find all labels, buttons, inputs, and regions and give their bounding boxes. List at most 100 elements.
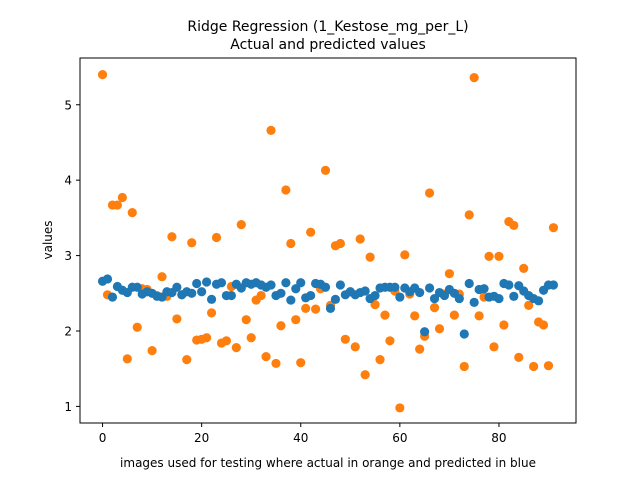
predicted-point-45 (320, 282, 331, 292)
chart-subtitle: Actual and predicted values (230, 37, 426, 53)
actual-point-58 (385, 336, 395, 346)
data-points (97, 69, 559, 413)
predicted-point-59 (390, 282, 400, 292)
actual-point-32 (256, 290, 266, 301)
y-tick-label-4: 4 (64, 174, 72, 188)
predicted-point-77 (479, 284, 489, 294)
actual-point-76 (474, 311, 484, 321)
actual-point-4 (117, 192, 127, 203)
actual-point-75 (469, 73, 479, 83)
y-tick-label-2: 2 (64, 324, 72, 338)
actual-point-63 (410, 311, 420, 321)
actual-point-71 (449, 310, 459, 320)
predicted-point-37 (281, 278, 291, 288)
actual-point-29 (241, 315, 251, 325)
actual-point-18 (187, 238, 197, 248)
actual-point-49 (340, 334, 350, 344)
x-tick-label-0: 0 (99, 431, 107, 445)
actual-point-41 (301, 303, 311, 313)
predicted-point-20 (197, 287, 207, 297)
x-tick-label-20: 20 (194, 431, 209, 445)
actual-point-33 (261, 352, 271, 362)
actual-point-12 (157, 272, 167, 282)
predicted-point-55 (370, 290, 380, 301)
actual-point-52 (355, 234, 365, 244)
actual-point-81 (499, 320, 509, 330)
actual-point-0 (97, 69, 108, 80)
x-axis-label: images used for testing where actual in … (120, 456, 536, 470)
actual-point-22 (206, 308, 217, 318)
actual-point-39 (291, 315, 301, 325)
actual-point-60 (395, 403, 405, 413)
actual-point-3 (112, 200, 123, 210)
actual-point-25 (221, 336, 232, 346)
predicted-point-22 (206, 294, 217, 304)
predicted-point-53 (360, 286, 370, 296)
y-tick-label-5: 5 (64, 98, 72, 112)
actual-point-27 (231, 342, 241, 353)
actual-point-91 (548, 223, 559, 233)
x-tick-label-60: 60 (392, 431, 407, 445)
predicted-point-7 (132, 282, 142, 292)
predicted-point-48 (335, 280, 345, 290)
actual-point-57 (380, 310, 390, 320)
predicted-point-15 (172, 282, 182, 292)
predicted-point-82 (504, 280, 514, 290)
actual-point-40 (296, 358, 306, 368)
actual-point-23 (211, 232, 222, 243)
actual-point-51 (350, 342, 360, 352)
predicted-point-66 (424, 283, 435, 293)
actual-point-85 (519, 263, 529, 273)
predicted-point-2 (107, 292, 118, 302)
actual-point-28 (236, 220, 246, 230)
actual-point-43 (311, 304, 321, 314)
actual-point-70 (444, 269, 454, 279)
actual-point-64 (415, 344, 425, 354)
predicted-point-24 (216, 278, 227, 288)
plot-area (80, 58, 576, 423)
actual-point-6 (127, 208, 137, 218)
actual-point-38 (286, 238, 296, 249)
predicted-point-91 (548, 280, 559, 290)
actual-point-61 (400, 250, 410, 260)
actual-point-90 (543, 361, 554, 371)
x-tick-label-40: 40 (293, 431, 308, 445)
predicted-point-18 (187, 288, 197, 298)
actual-point-34 (266, 125, 276, 135)
predicted-point-42 (306, 290, 316, 301)
predicted-point-40 (296, 278, 306, 288)
actual-point-45 (320, 165, 331, 175)
actual-point-87 (529, 361, 539, 372)
predicted-point-75 (469, 297, 479, 307)
actual-point-67 (429, 303, 440, 313)
actual-point-30 (246, 333, 256, 343)
actual-point-66 (424, 188, 435, 198)
actual-point-74 (464, 210, 474, 220)
actual-point-54 (365, 252, 375, 262)
predicted-point-64 (415, 287, 425, 298)
actual-point-14 (167, 232, 177, 242)
actual-point-48 (335, 238, 345, 249)
actual-point-42 (306, 227, 316, 237)
plot-frame (79, 57, 577, 424)
actual-point-73 (459, 361, 469, 372)
axis-ticks: 0 20 40 60 80 1 2 3 4 5 (64, 98, 506, 445)
actual-point-15 (172, 314, 182, 324)
predicted-point-47 (330, 294, 341, 304)
actual-point-89 (538, 320, 549, 330)
predicted-point-38 (286, 295, 296, 305)
predicted-point-34 (266, 280, 276, 290)
predicted-point-88 (533, 296, 544, 306)
predicted-point-83 (509, 291, 519, 301)
actual-point-5 (122, 354, 132, 364)
actual-point-84 (514, 352, 524, 362)
chart-title: Ridge Regression (1_Kestose_mg_per_L) (187, 19, 468, 35)
actual-point-79 (489, 342, 499, 352)
predicted-point-21 (202, 277, 212, 287)
actual-point-80 (494, 251, 504, 261)
actual-point-21 (202, 333, 212, 343)
actual-point-35 (271, 358, 281, 369)
actual-point-83 (509, 220, 519, 231)
predicted-point-19 (192, 278, 202, 289)
actual-point-7 (132, 322, 142, 332)
